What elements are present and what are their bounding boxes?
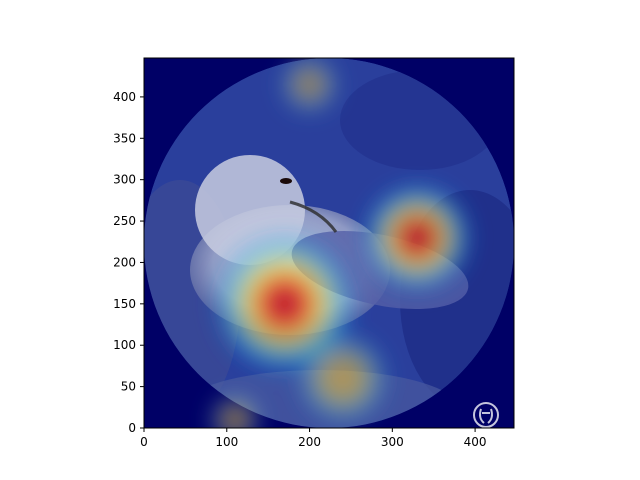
y-tick-label: 350 — [113, 131, 136, 145]
eye-detail — [280, 178, 338, 233]
logo-mark — [479, 408, 493, 424]
plot-frame — [143, 57, 515, 429]
y-tick-label: 300 — [113, 173, 136, 187]
x-tick-label: 300 — [381, 435, 404, 449]
hotspot-upper-ridge — [292, 328, 393, 428]
plot-area — [144, 58, 514, 428]
x-tick-label: 100 — [215, 435, 238, 449]
logo-circle — [473, 402, 499, 428]
x-tick-label: 0 — [140, 435, 148, 449]
hotspot-top-left — [206, 390, 265, 428]
watermark-logo — [473, 402, 499, 428]
hotspot-lower-left — [276, 58, 343, 118]
y-tick-label: 50 — [121, 380, 136, 394]
bird-eye — [280, 178, 292, 184]
y-tick-label: 100 — [113, 338, 136, 352]
y-tick-label: 200 — [113, 255, 136, 269]
y-tick-label: 0 — [128, 421, 136, 435]
saliency-overlay — [206, 58, 476, 428]
hotspot-wing — [359, 179, 476, 296]
y-tick-label: 400 — [113, 90, 136, 104]
y-axis: 0 50 100 150 200 250 300 350 400 — [113, 90, 144, 435]
x-tick-label: 400 — [464, 435, 487, 449]
x-axis: 0 100 200 300 400 — [140, 428, 487, 449]
y-tick-label: 150 — [113, 297, 136, 311]
x-tick-label: 200 — [298, 435, 321, 449]
bird-beak — [289, 200, 338, 233]
y-tick-label: 250 — [113, 214, 136, 228]
